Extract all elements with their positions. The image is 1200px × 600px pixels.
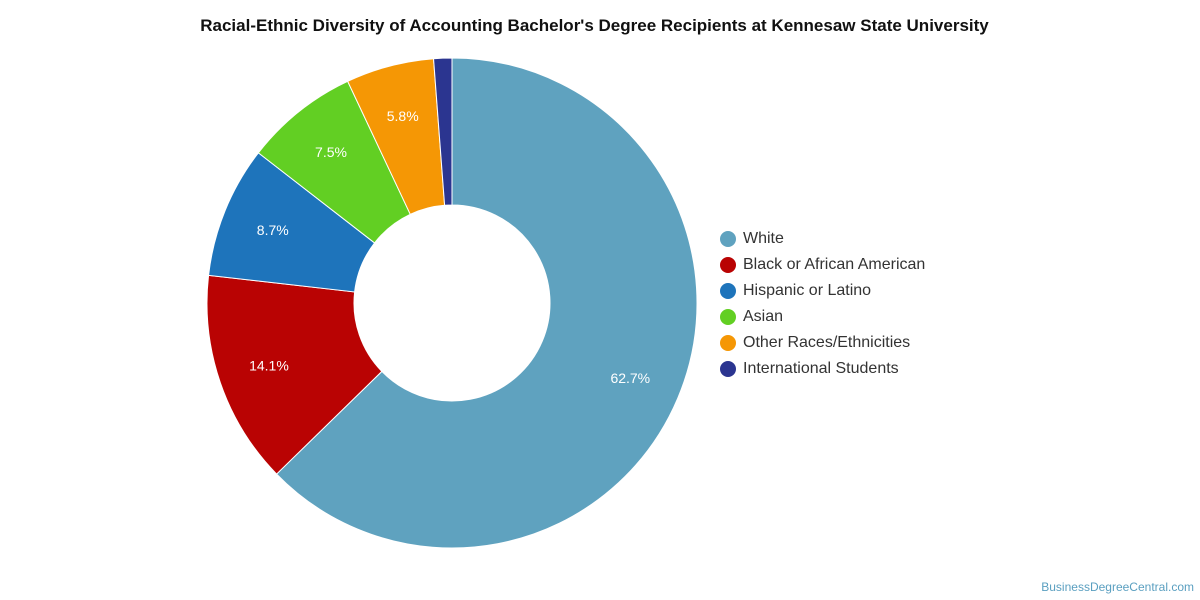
legend-swatch (720, 361, 736, 377)
legend-item-other-races-ethnicities[interactable]: Other Races/Ethnicities (720, 330, 925, 356)
slice-white[interactable] (275, 57, 698, 549)
slice-black-or-african-american[interactable] (206, 274, 383, 475)
legend-swatch (720, 335, 736, 351)
legend-item-white[interactable]: White (720, 226, 925, 252)
slice-label-other-races-ethnicities: 5.8% (387, 108, 419, 124)
slice-label-asian: 7.5% (315, 144, 347, 160)
legend-label: White (743, 230, 784, 247)
legend-label: Other Races/Ethnicities (743, 334, 911, 351)
legend-item-international-students[interactable]: International Students (720, 356, 925, 382)
slice-label-white: 62.7% (610, 370, 650, 386)
chart-legend: White Black or African American Hispanic o… (720, 226, 925, 382)
legend-label: Hispanic or Latino (743, 282, 872, 299)
legend-label: Asian (743, 308, 784, 325)
legend-label: Black or African American (743, 256, 926, 273)
chart-title: Racial-Ethnic Diversity of Accounting Ba… (200, 16, 989, 35)
legend-label: International Students (743, 360, 899, 377)
legend-swatch (720, 231, 736, 247)
slice-international-students[interactable] (433, 57, 453, 206)
legend-item-asian[interactable]: Asian (720, 304, 925, 330)
source-link[interactable]: BusinessDegreeCentral.com (1041, 580, 1194, 594)
legend-swatch (720, 283, 736, 299)
legend-swatch (720, 257, 736, 273)
slice-label-black-or-african-american: 14.1% (249, 358, 289, 374)
slice-label-hispanic-or-latino: 8.7% (257, 222, 289, 238)
legend-swatch (720, 309, 736, 325)
legend-item-hispanic-or-latino[interactable]: Hispanic or Latino (720, 278, 925, 304)
legend-item-black-or-african-american[interactable]: Black or African American (720, 252, 925, 278)
